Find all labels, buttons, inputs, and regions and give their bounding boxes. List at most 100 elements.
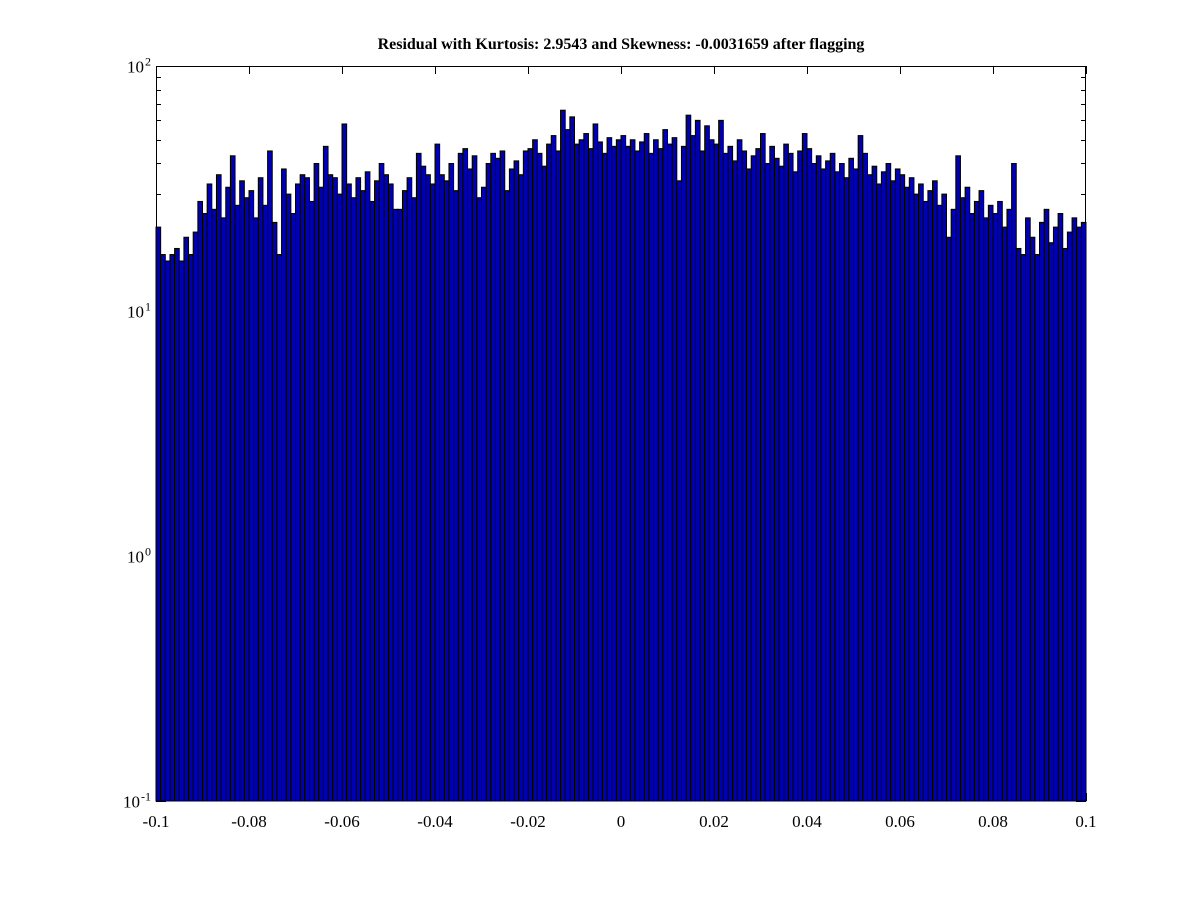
histogram-bar xyxy=(750,155,757,802)
histogram-bar xyxy=(327,174,334,802)
histogram-bar xyxy=(1029,236,1036,802)
histogram-bar xyxy=(392,208,399,802)
histogram-bar xyxy=(769,145,775,802)
histogram-bar xyxy=(746,168,752,802)
histogram-bar xyxy=(615,139,622,802)
histogram-bar xyxy=(281,168,287,802)
histogram-bar xyxy=(694,119,701,802)
chart-title: Residual with Kurtosis: 2.9543 and Skewn… xyxy=(377,36,865,53)
histogram-bar xyxy=(471,155,478,802)
histogram-bar xyxy=(481,186,487,802)
histogram-bar xyxy=(964,186,971,802)
histogram-bar xyxy=(253,217,259,802)
histogram-bar xyxy=(713,143,720,802)
histogram-bar xyxy=(908,177,915,802)
y-tick-base: 10 xyxy=(123,792,140,812)
histogram-bar xyxy=(643,133,650,802)
histogram-bar xyxy=(792,171,799,802)
histogram-bar xyxy=(583,133,589,802)
histogram-bar xyxy=(332,177,338,802)
y-tick-base: 10 xyxy=(127,57,144,77)
histogram-bar xyxy=(164,260,171,802)
histogram-bar xyxy=(243,197,250,802)
histogram-bar xyxy=(699,150,706,802)
histogram-bar xyxy=(476,197,483,802)
histogram-bar xyxy=(801,133,808,802)
histogram-bar xyxy=(1034,254,1040,802)
histogram-bar xyxy=(597,141,603,802)
histogram-bar xyxy=(885,163,892,802)
histogram-bar xyxy=(978,190,985,802)
histogram-bar xyxy=(676,180,682,802)
histogram-bar xyxy=(239,180,245,802)
histogram-bar xyxy=(355,177,362,802)
histogram-bar xyxy=(1048,242,1054,802)
histogram-bar xyxy=(657,148,664,802)
x-tick-label: -0.04 xyxy=(417,812,453,831)
histogram-bar xyxy=(843,177,850,802)
histogram-bar xyxy=(578,139,585,802)
histogram-bar xyxy=(913,193,920,802)
x-tick-label: -0.1 xyxy=(142,812,170,831)
histogram-bar xyxy=(401,190,408,802)
histogram-bar xyxy=(862,152,868,802)
histogram-bar xyxy=(787,152,794,802)
x-tick-label: -0.08 xyxy=(231,812,267,831)
histogram-bar xyxy=(388,183,394,802)
histogram-bar xyxy=(611,145,617,802)
histogram-bar xyxy=(536,152,543,802)
histogram-bar xyxy=(783,143,789,802)
histogram-bar xyxy=(197,200,204,802)
histogram-bar xyxy=(773,157,780,802)
histogram-bar xyxy=(969,213,975,802)
histogram-bar xyxy=(192,231,199,802)
histogram-bar xyxy=(569,116,575,802)
y-tick-exponent: -1 xyxy=(141,789,151,804)
histogram-bar xyxy=(932,180,938,802)
histogram-bar xyxy=(997,200,1003,802)
histogram-bar xyxy=(718,119,724,802)
histogram-bar xyxy=(671,137,678,802)
histogram-bar xyxy=(778,165,785,802)
histogram-bar xyxy=(639,141,645,802)
histogram-bar xyxy=(406,177,413,802)
histogram-bar xyxy=(304,177,310,802)
histogram-bar xyxy=(601,152,608,802)
histogram-bar xyxy=(857,135,864,802)
histogram-bar xyxy=(797,150,803,802)
histogram-bar xyxy=(834,171,841,802)
histogram-bar xyxy=(866,174,873,802)
histogram-bar xyxy=(708,139,715,802)
y-tick-label: 100 xyxy=(127,545,151,568)
x-tick-label: 0.02 xyxy=(699,812,729,831)
histogram-bar xyxy=(374,180,380,802)
y-tick-label: 10-1 xyxy=(123,790,151,813)
histogram-bar xyxy=(443,180,450,802)
histogram-bar xyxy=(336,193,343,802)
histogram-bars xyxy=(155,109,1087,802)
histogram-bar xyxy=(853,168,859,802)
histogram-bar xyxy=(946,236,952,802)
histogram-bar xyxy=(1025,217,1031,802)
histogram-bar xyxy=(364,171,371,802)
histogram-bar xyxy=(922,200,929,802)
histogram-bar xyxy=(211,208,217,802)
histogram-bar xyxy=(295,183,301,802)
x-tick-label: 0.04 xyxy=(792,812,822,831)
histogram-bar xyxy=(592,123,599,802)
y-tick-exponent: 1 xyxy=(145,299,151,314)
histogram-bar xyxy=(527,148,534,802)
histogram-bar xyxy=(574,143,580,802)
histogram-bar xyxy=(653,139,659,802)
x-tick-label: 0.08 xyxy=(978,812,1008,831)
histogram-bar xyxy=(229,155,236,802)
histogram-bar xyxy=(1057,213,1064,802)
histogram-bar xyxy=(290,213,297,802)
histogram-bar xyxy=(341,123,348,802)
histogram-bar xyxy=(313,163,320,802)
histogram-bar xyxy=(522,150,529,802)
histogram-bar xyxy=(764,163,771,802)
histogram-bar xyxy=(322,145,329,802)
histogram-bar xyxy=(560,109,566,802)
